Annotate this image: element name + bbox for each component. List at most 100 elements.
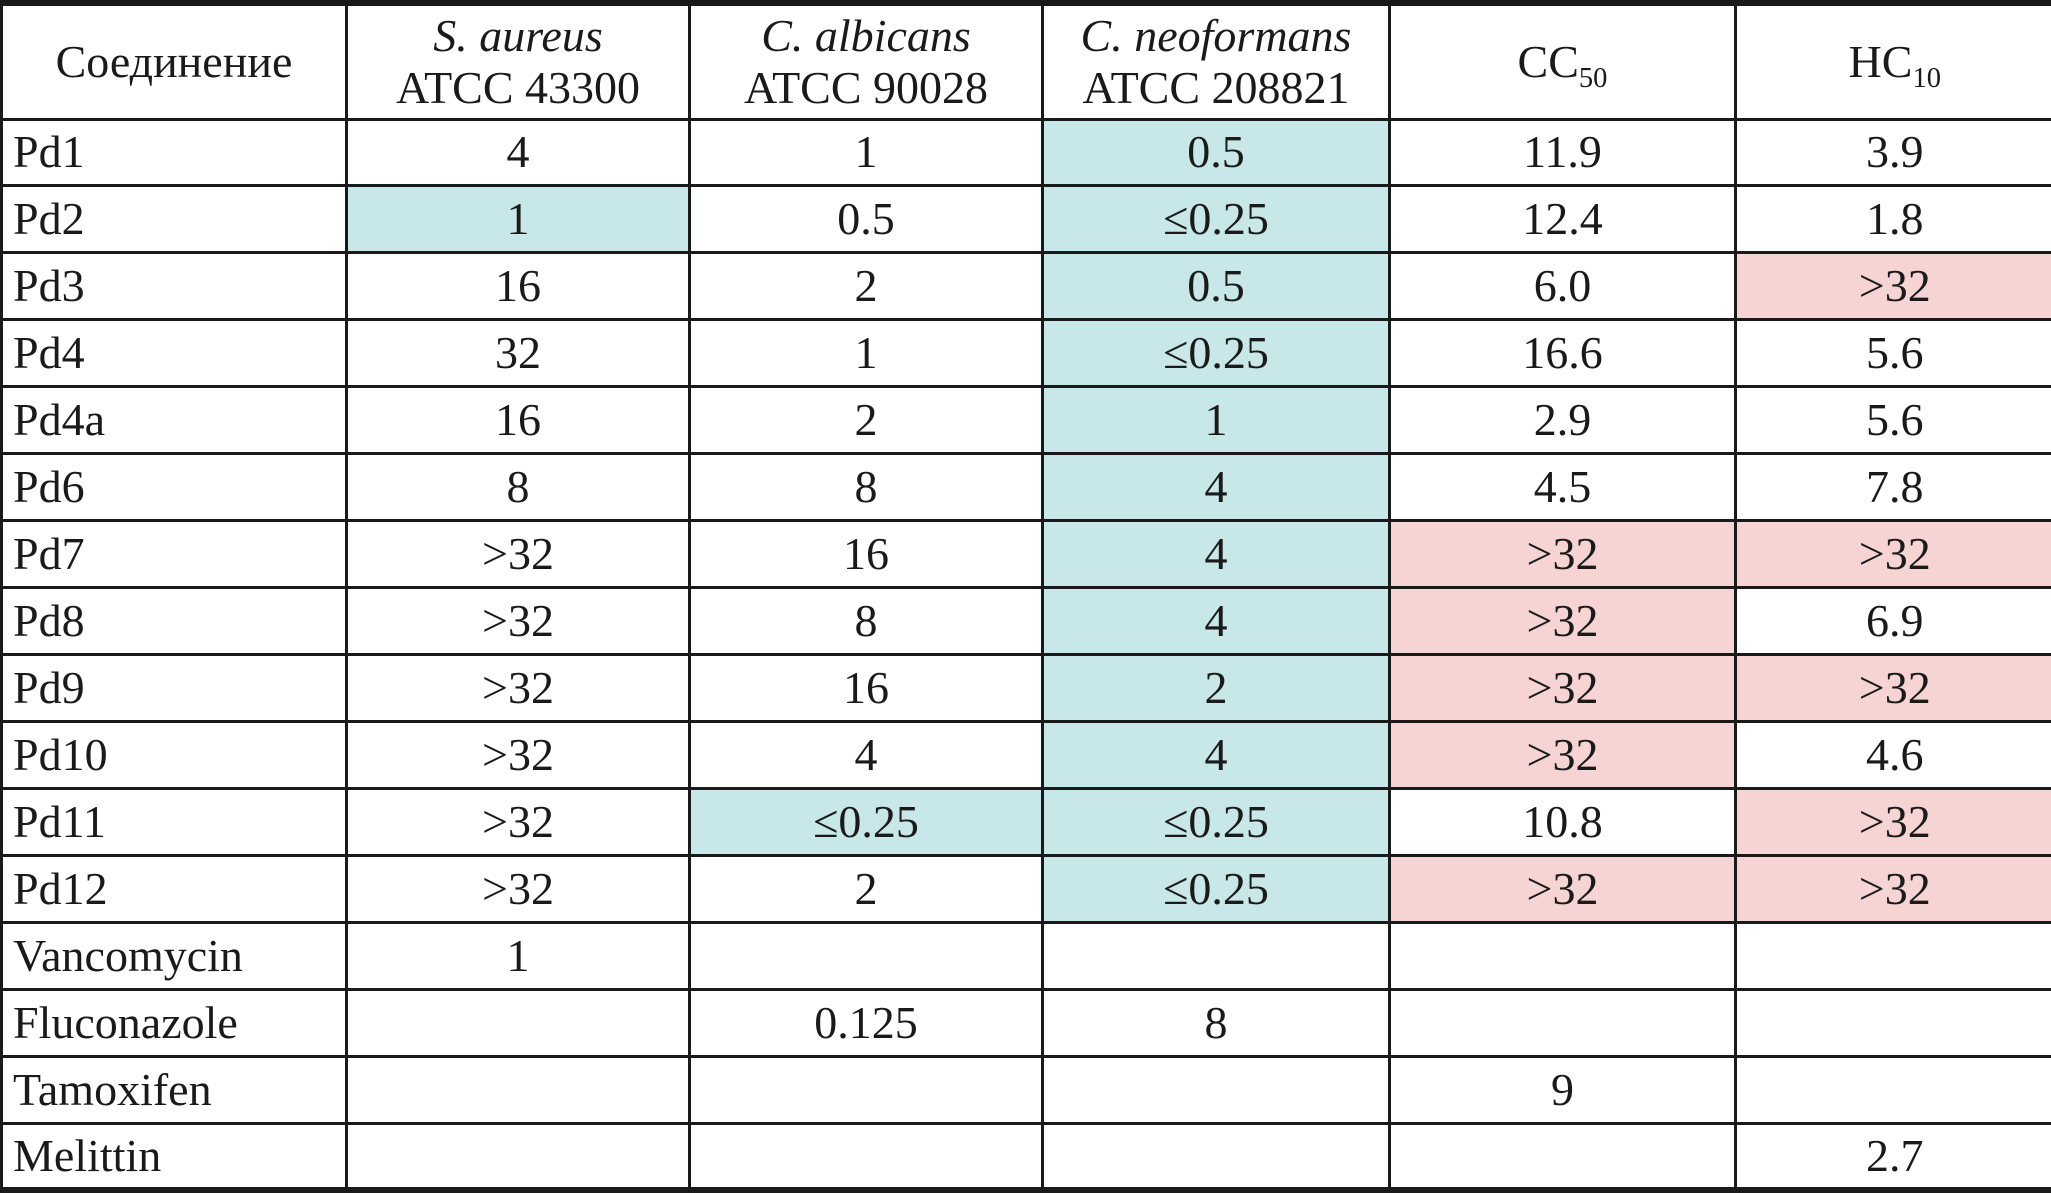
value-cell: 2 (688, 853, 1044, 924)
table-row: Pd11 >32 ≤0.25 ≤0.25 10.8 >32 (0, 786, 2051, 857)
value-cell (1041, 1054, 1391, 1125)
value-cell: 6.9 (1734, 586, 2051, 656)
species-name: C. neoformans (1080, 10, 1352, 62)
value-cell: 16.6 (1388, 318, 1737, 389)
compound-cell: Vancomycin (0, 920, 348, 991)
table-row: Vancomycin 1 (0, 920, 2051, 991)
value-cell: >32 (1734, 653, 2051, 723)
strain-code: ATCC 90028 (743, 61, 989, 113)
value-cell: >32 (1388, 586, 1737, 656)
value-cell: 11.9 (1388, 117, 1737, 188)
cc50-subscript: 50 (1578, 63, 1608, 95)
value-cell: 0.5 (1041, 251, 1391, 322)
compound-cell: Pd8 (0, 586, 348, 656)
value-cell: 4 (688, 719, 1044, 790)
table-row: Pd9 >32 16 2 >32 >32 (0, 653, 2051, 723)
value-cell: 2 (688, 385, 1044, 456)
hc10-subscript: 10 (1912, 63, 1941, 95)
value-cell: 8 (688, 452, 1044, 523)
value-cell: 3.9 (1734, 117, 2051, 188)
value-cell: 1.8 (1734, 184, 2051, 255)
compound-cell: Pd9 (0, 653, 348, 723)
cc50-label: CC (1517, 35, 1579, 87)
value-cell (345, 1054, 691, 1125)
value-cell: ≤0.25 (1041, 853, 1391, 924)
value-cell: 8 (1041, 987, 1391, 1058)
value-cell: >32 (1388, 719, 1737, 790)
value-cell: 5.6 (1734, 318, 2051, 389)
table-row: Pd4a 16 2 1 2.9 5.6 (0, 385, 2051, 456)
value-cell: 4 (345, 117, 691, 188)
table-row: Pd12 >32 2 ≤0.25 >32 >32 (0, 853, 2051, 924)
value-cell (1734, 987, 2051, 1058)
compound-cell: Pd1 (0, 117, 348, 188)
compound-cell: Pd3 (0, 251, 348, 322)
value-cell: 2.9 (1388, 385, 1737, 456)
col-header-c-neoformans: C. neoformans ATCC 208821 (1041, 1, 1391, 121)
header-row: Соединение S. aureus ATCC 43300 C. albic… (0, 1, 2051, 121)
table-row: Pd7 >32 16 4 >32 >32 (0, 519, 2051, 590)
value-cell: >32 (345, 653, 691, 723)
compound-cell: Pd4a (0, 385, 348, 456)
value-cell: 10.8 (1388, 786, 1737, 857)
value-cell: 7.8 (1734, 452, 2051, 523)
compound-cell: Pd12 (0, 853, 348, 924)
value-cell: ≤0.25 (1041, 318, 1391, 389)
value-cell: 2 (1041, 653, 1391, 723)
value-cell: 2.7 (1734, 1121, 2051, 1192)
value-cell: 16 (688, 519, 1044, 590)
col-header-hc10: HC10 (1734, 1, 2051, 121)
value-cell: 6.0 (1388, 251, 1737, 322)
value-cell (1734, 920, 2051, 991)
value-cell: 2 (688, 251, 1044, 322)
value-cell: 16 (688, 653, 1044, 723)
value-cell (1388, 987, 1737, 1058)
value-cell: 1 (345, 920, 691, 991)
value-cell: >32 (1734, 853, 2051, 924)
value-cell (1388, 1121, 1737, 1192)
value-cell (345, 1121, 691, 1192)
value-cell: >32 (345, 586, 691, 656)
value-cell: >32 (1388, 519, 1737, 590)
compound-cell: Pd7 (0, 519, 348, 590)
hc10-label: HC (1848, 35, 1913, 87)
species-name: C. albicans (761, 10, 971, 62)
value-cell (1041, 920, 1391, 991)
table-row: Pd6 8 8 4 4.5 7.8 (0, 452, 2051, 523)
value-cell (1041, 1121, 1391, 1192)
value-cell: 9 (1388, 1054, 1737, 1125)
value-cell: 4.6 (1734, 719, 2051, 790)
value-cell: >32 (1388, 853, 1737, 924)
value-cell: >32 (1734, 519, 2051, 590)
value-cell: 8 (688, 586, 1044, 656)
value-cell: 0.5 (688, 184, 1044, 255)
value-cell: >32 (1734, 251, 2051, 322)
compound-cell: Pd11 (0, 786, 348, 857)
col-header-compound-label: Соединение (55, 35, 293, 87)
value-cell (688, 1054, 1044, 1125)
value-cell: 8 (345, 452, 691, 523)
value-cell (688, 920, 1044, 991)
value-cell: 16 (345, 251, 691, 322)
value-cell (1734, 1054, 2051, 1125)
table-row: Pd1 4 1 0.5 11.9 3.9 (0, 117, 2051, 188)
table-row: Pd4 32 1 ≤0.25 16.6 5.6 (0, 318, 2051, 389)
col-header-cc50: CC50 (1388, 1, 1737, 121)
compound-cell: Melittin (0, 1121, 348, 1192)
value-cell: 32 (345, 318, 691, 389)
strain-code: ATCC 208821 (1082, 61, 1350, 113)
value-cell: 0.5 (1041, 117, 1391, 188)
value-cell: 1 (688, 318, 1044, 389)
compound-cell: Pd10 (0, 719, 348, 790)
col-header-s-aureus: S. aureus ATCC 43300 (345, 1, 691, 121)
value-cell: >32 (345, 853, 691, 924)
value-cell: 4 (1041, 586, 1391, 656)
table-row: Pd8 >32 8 4 >32 6.9 (0, 586, 2051, 656)
compound-cell: Pd4 (0, 318, 348, 389)
table-row: Fluconazole 0.125 8 (0, 987, 2051, 1058)
value-cell: 1 (345, 184, 691, 255)
value-cell: 1 (688, 117, 1044, 188)
value-cell: ≤0.25 (1041, 786, 1391, 857)
table-row: Pd10 >32 4 4 >32 4.6 (0, 719, 2051, 790)
